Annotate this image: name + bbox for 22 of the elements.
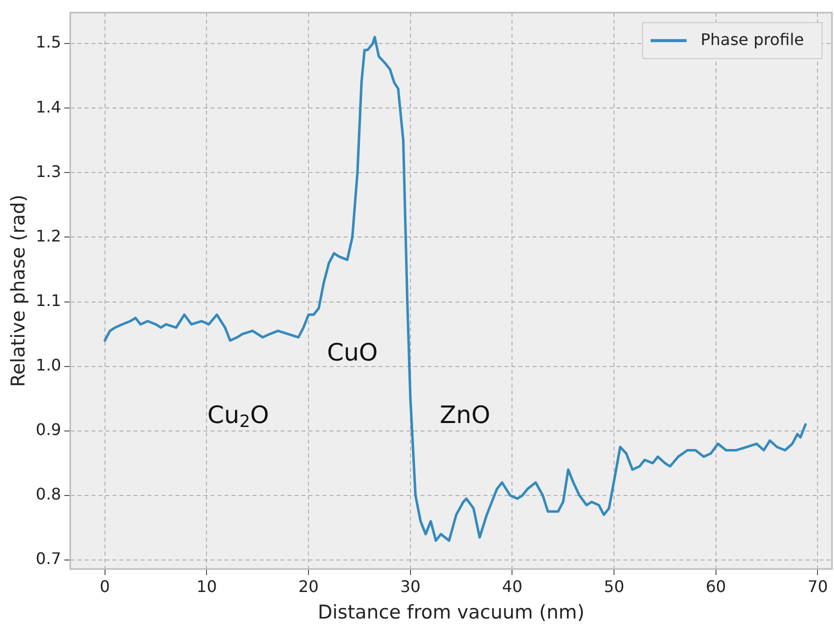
y-tick-label: 1.5	[36, 32, 62, 52]
x-tick-label: 20	[298, 576, 319, 596]
x-axis-title: Distance from vacuum (nm)	[318, 602, 584, 624]
y-tick-label: 0.9	[36, 420, 62, 440]
y-axis-title: Relative phase (rad)	[7, 194, 30, 387]
legend-label: Phase profile	[700, 30, 804, 49]
y-tick-label: 1.2	[36, 226, 62, 246]
y-tick-label: 0.8	[36, 484, 62, 504]
x-tick-label: 0	[100, 576, 110, 596]
y-tick-label: 1.0	[36, 355, 62, 374]
annotation: CuO	[326, 338, 378, 366]
y-tick-label: 1.1	[36, 290, 62, 310]
y-tick-label: 0.7	[36, 549, 62, 568]
y-tick-label: 1.4	[36, 97, 62, 116]
x-tick-label: 50	[604, 576, 624, 596]
x-tick-label: 30	[400, 576, 421, 596]
x-tick-label: 10	[196, 576, 217, 596]
x-tick-label: 70	[808, 576, 828, 596]
x-tick-label: 40	[502, 576, 522, 596]
x-tick-label: 60	[706, 576, 726, 596]
y-tick-label: 1.3	[36, 162, 62, 181]
annotation: ZnO	[440, 400, 490, 429]
